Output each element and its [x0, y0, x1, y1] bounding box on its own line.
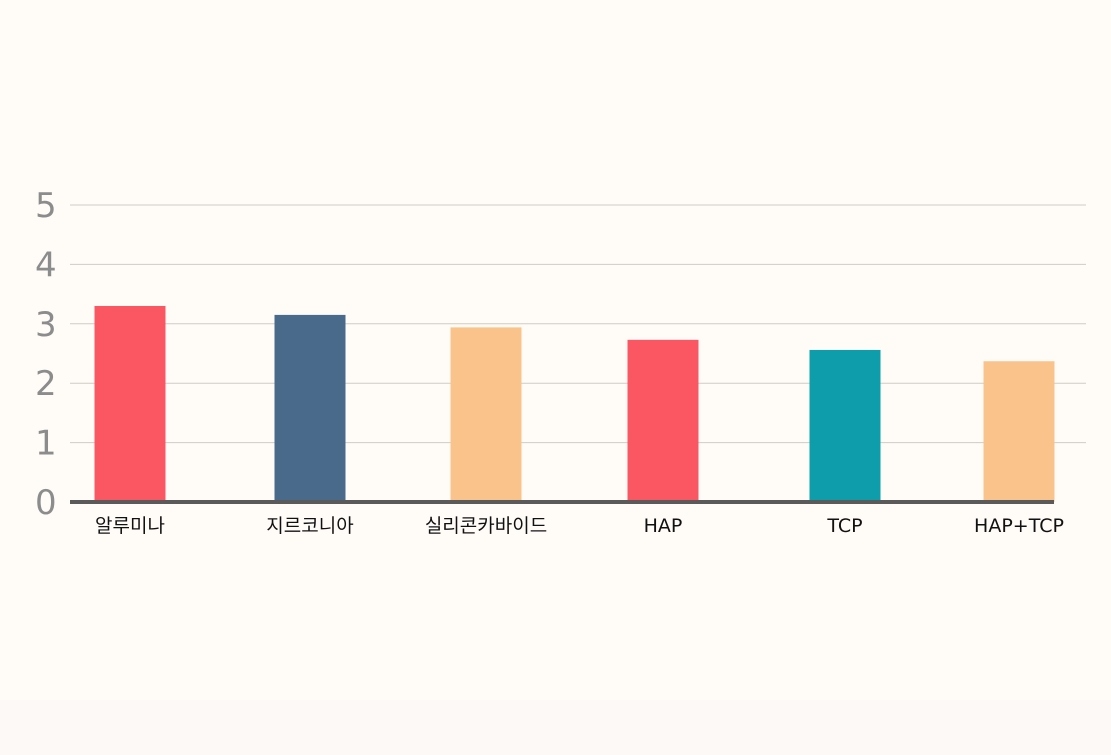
x-tick-label: HAP+TCP	[974, 515, 1064, 537]
x-tick-label: 알루미나	[95, 515, 165, 537]
y-tick-label: 5	[35, 186, 57, 226]
bar-4	[627, 339, 699, 502]
y-tick-label: 3	[35, 305, 57, 345]
bar-1	[94, 305, 166, 502]
x-tick-label: 실리콘카바이드	[425, 515, 547, 537]
y-tick-label: 0	[35, 483, 57, 523]
grid-layer	[70, 204, 1086, 444]
bar-5	[809, 349, 881, 502]
x-tick-label: HAP	[644, 515, 683, 537]
y-tick-label: 2	[35, 364, 57, 404]
y-tick-label: 1	[35, 424, 57, 464]
x-tick-label: 지르코니아	[266, 515, 353, 537]
footer-band	[0, 700, 1111, 755]
bar-3	[450, 327, 522, 502]
bar-2	[274, 314, 346, 502]
bar-layer	[94, 305, 1055, 502]
label-layer: 0 1 2 3 4 5 알루미나 지르코니아 실리콘카바이드 HAP TCP HAP+TCP	[35, 186, 1064, 537]
x-tick-label: TCP	[826, 515, 862, 537]
y-tick-label: 4	[35, 245, 57, 285]
bar-6	[983, 361, 1055, 502]
